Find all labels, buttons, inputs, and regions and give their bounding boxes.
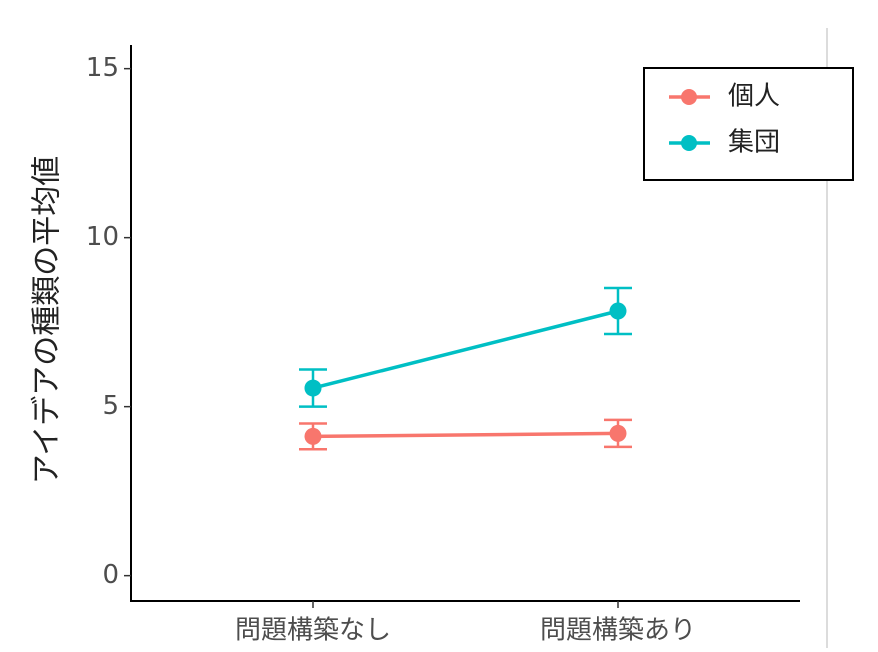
y-tick-label: 15: [86, 53, 119, 83]
legend-marker: [681, 89, 697, 105]
legend-marker: [681, 135, 697, 151]
legend-box: [643, 67, 854, 181]
point: [609, 302, 627, 320]
point: [609, 424, 627, 442]
y-tick-label: 0: [102, 560, 119, 590]
x-tick-label: 問題構築なし: [235, 616, 391, 646]
series-line: [312, 431, 619, 439]
y-tick-label: 5: [102, 391, 119, 421]
y-tick-label: 10: [86, 222, 119, 252]
legend-label: 個人: [728, 82, 780, 112]
legend-label: 集団: [728, 128, 780, 158]
series-line: [312, 309, 619, 390]
point: [304, 379, 322, 397]
y-axis-title: アイデアの種類の平均値: [30, 156, 65, 485]
x-tick-label: 問題構築あり: [540, 616, 696, 646]
point: [304, 427, 322, 445]
